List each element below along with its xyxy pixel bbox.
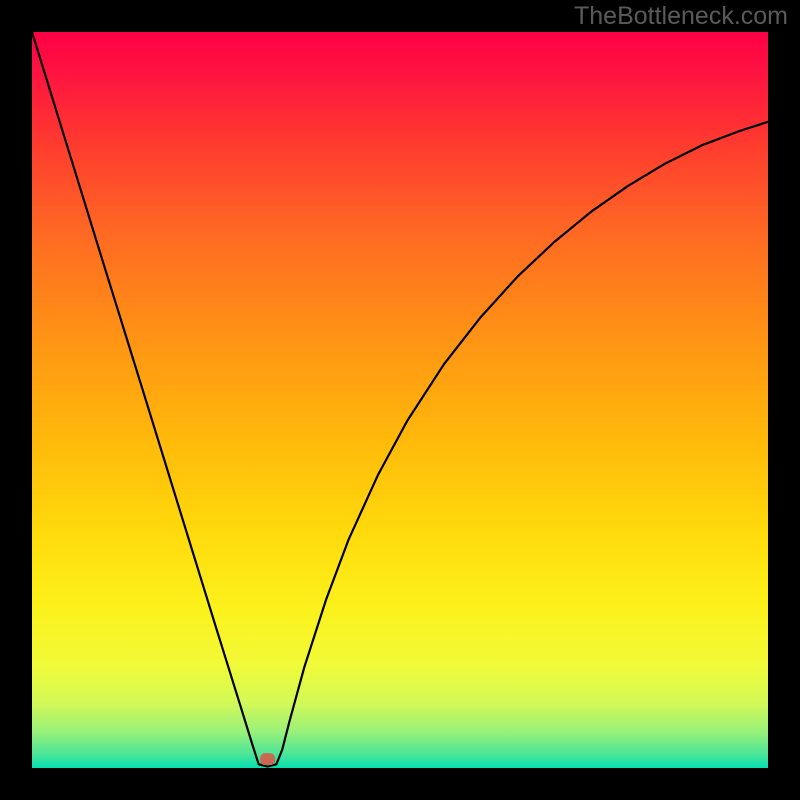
bottleneck-marker (260, 753, 275, 765)
chart-svg: TheBottleneck.com (0, 0, 800, 800)
watermark-text: TheBottleneck.com (574, 2, 788, 30)
plot-area (32, 32, 768, 768)
bottleneck-chart: TheBottleneck.com (0, 0, 800, 800)
